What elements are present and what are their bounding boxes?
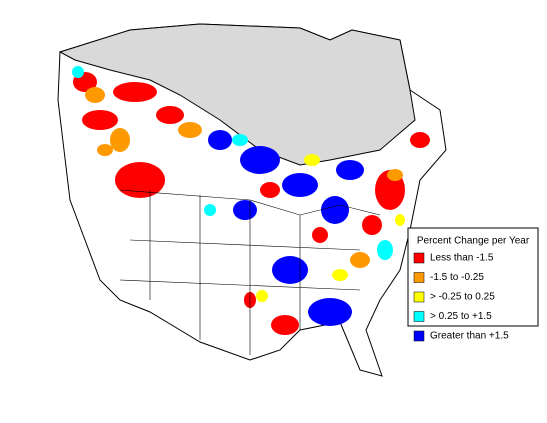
legend-label: Less than -1.5 <box>430 253 494 264</box>
legend-label: > 0.25 to +1.5 <box>430 311 492 322</box>
trend-region <box>113 82 157 102</box>
trend-region <box>204 204 216 216</box>
trend-regions <box>72 66 430 335</box>
trend-region <box>272 256 308 284</box>
trend-region <box>82 110 118 130</box>
legend-label: > -0.25 to 0.25 <box>430 292 495 303</box>
trend-region <box>332 269 348 281</box>
trend-region <box>282 173 318 197</box>
trend-region <box>208 130 232 150</box>
trend-region <box>312 227 328 243</box>
legend-label: -1.5 to -0.25 <box>430 272 484 283</box>
trend-region <box>377 240 393 260</box>
trend-region <box>72 66 84 78</box>
trend-region <box>240 146 280 174</box>
trend-region <box>232 134 248 146</box>
border-line <box>119 190 361 355</box>
trend-region <box>156 106 184 124</box>
borders <box>119 189 381 355</box>
legend-title: Percent Change per Year <box>417 236 530 247</box>
trend-region <box>178 122 202 138</box>
legend-swatch <box>413 311 425 322</box>
trend-region <box>110 128 130 152</box>
legend-label: Greater than +1.5 <box>430 331 509 342</box>
trend-region <box>97 144 113 156</box>
trend-region <box>304 154 320 166</box>
legend-box <box>407 227 539 327</box>
trend-region <box>271 315 299 335</box>
legend-swatch <box>413 291 425 303</box>
arctic-region <box>58 23 416 166</box>
legend-swatch <box>413 272 425 283</box>
legend-swatch <box>413 252 425 264</box>
trend-region <box>85 87 105 103</box>
trend-region <box>362 215 382 235</box>
trend-region <box>233 200 257 220</box>
trend-region <box>350 252 370 268</box>
trend-region <box>115 162 165 198</box>
trend-region <box>387 169 403 181</box>
trend-region <box>321 196 349 224</box>
trend-region <box>336 160 364 180</box>
legend-swatch <box>413 330 425 342</box>
legend: Percent Change per Year Less than -1.5 -1… <box>407 227 539 342</box>
trend-region <box>260 182 280 198</box>
trend-region <box>395 214 405 226</box>
trend-region <box>410 132 430 148</box>
trend-region <box>256 290 268 302</box>
trend-region <box>308 298 352 326</box>
